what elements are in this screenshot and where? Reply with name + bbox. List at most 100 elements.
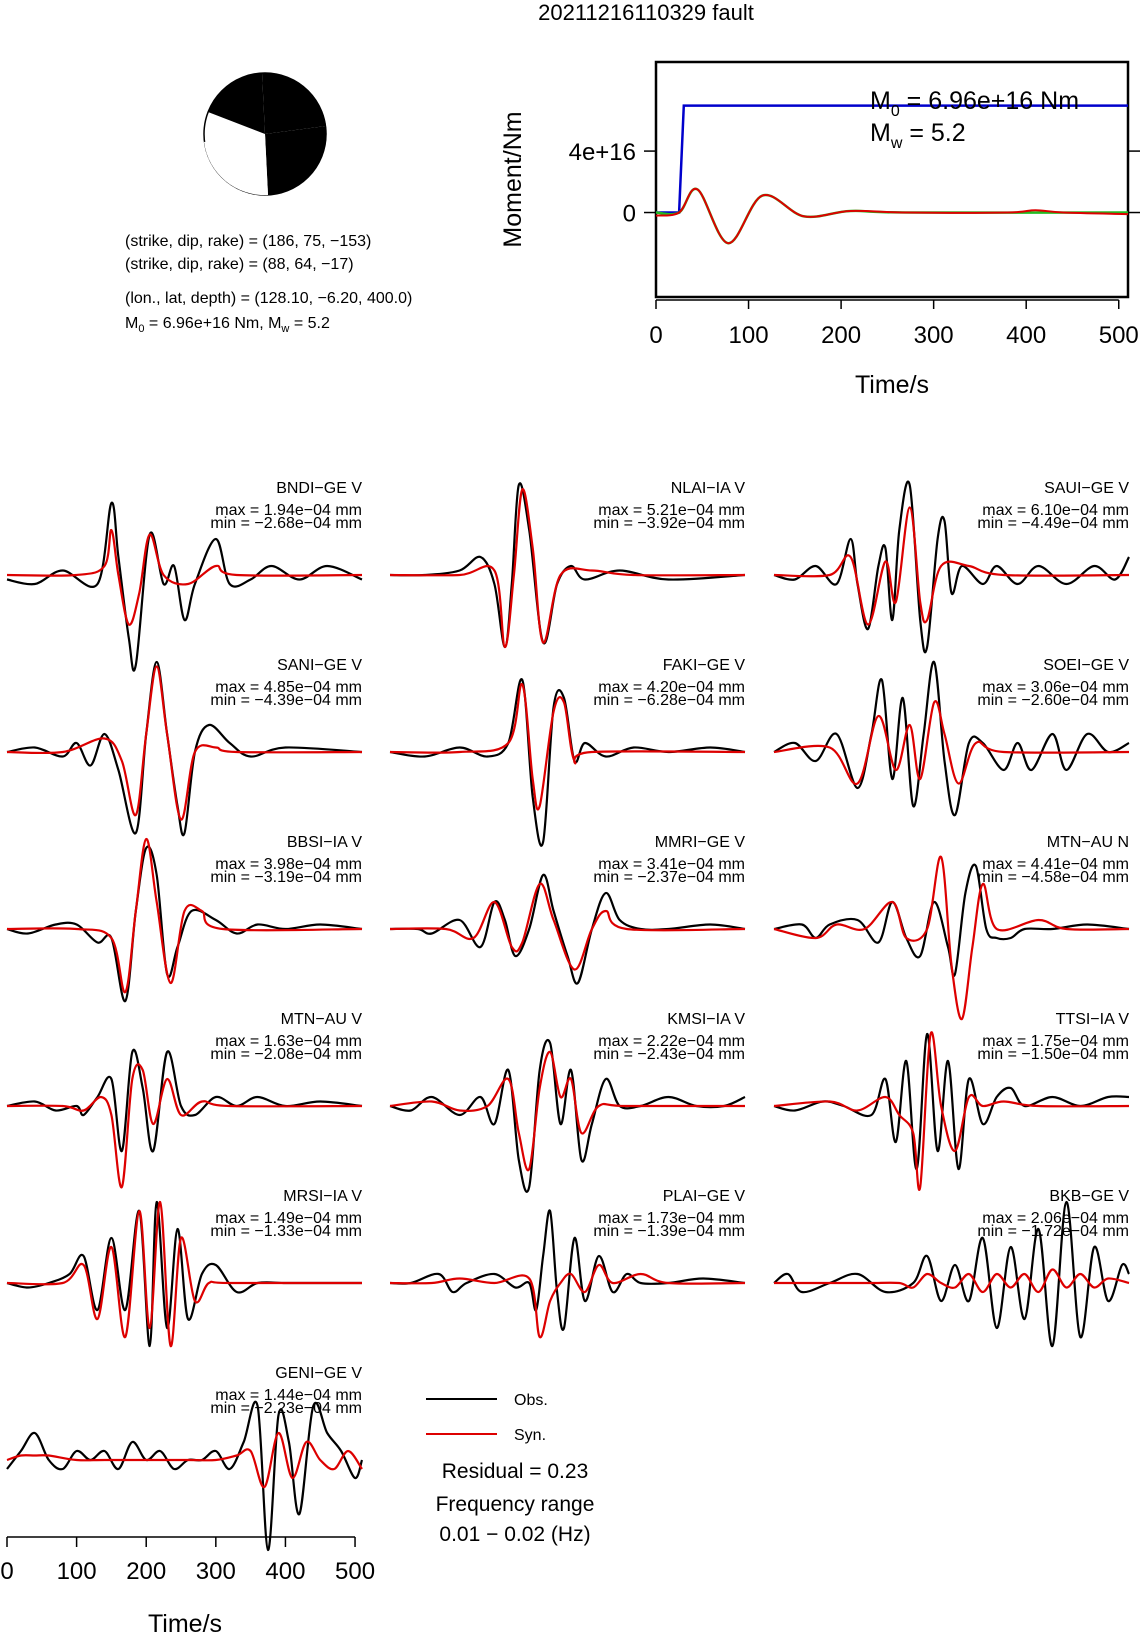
trace-max-label: max = 2.06e−04 mm — [982, 1210, 1129, 1227]
obs-trace — [773, 480, 1130, 654]
obs-trace — [389, 678, 746, 847]
trace-min-label: min = −1.50e−04 mm — [977, 1046, 1129, 1063]
trace-min-label: min = −6.28e−04 mm — [593, 692, 745, 709]
trace-min-label: min = −2.23e−04 mm — [210, 1400, 362, 1417]
trace-max-label: max = 2.22e−04 mm — [598, 1033, 745, 1050]
time-axis-tick-label: 100 — [57, 1558, 97, 1585]
time-axis-tick-label: 300 — [196, 1558, 236, 1585]
residual-text: Residual = 0.23 — [442, 1460, 589, 1483]
obs-trace — [773, 1200, 1130, 1348]
obs-trace — [773, 863, 1130, 978]
syn-trace — [389, 1050, 745, 1172]
trace-min-label: min = −1.72e−04 mm — [977, 1223, 1129, 1240]
obs-trace — [6, 1400, 364, 1552]
trace-max-label: max = 1.75e−04 mm — [982, 1033, 1129, 1050]
trace-max-label: max = 1.49e−04 mm — [215, 1210, 362, 1227]
trace-max-label: max = 4.41e−04 mm — [982, 856, 1129, 873]
trace-max-label: max = 3.98e−04 mm — [215, 856, 362, 873]
syn-trace — [6, 1200, 362, 1348]
beachball-icon — [203, 72, 327, 196]
trace-min-label: min = −2.37e−04 mm — [593, 869, 745, 886]
syn-trace — [6, 1431, 363, 1489]
trace-min-label: min = −4.39e−04 mm — [210, 692, 362, 709]
time-axis-tick-label: 400 — [265, 1558, 305, 1585]
moment-x-tick-label: 100 — [729, 322, 769, 349]
trace-min-label: min = −2.08e−04 mm — [210, 1046, 362, 1063]
station-label: PLAI−GE V — [663, 1188, 746, 1205]
trace-max-label: max = 1.63e−04 mm — [215, 1033, 362, 1050]
trace-max-label: max = 4.85e−04 mm — [215, 679, 362, 696]
legend: Obs. Syn. Residual = 0.23 Frequency rang… — [426, 1392, 594, 1546]
syn-trace — [6, 1063, 363, 1189]
moment-y-label: Moment/Nm — [499, 111, 527, 247]
syn-trace — [389, 1263, 746, 1339]
station-label: FAKI−GE V — [663, 657, 746, 674]
moment-panel: 0 100 200 300 400 500 Time/s 0 4e+16 Moment/Nm — [499, 60, 1140, 399]
station-label: MTN−AU V — [281, 1011, 363, 1028]
legend-syn-label: Syn. — [514, 1427, 546, 1444]
source-location: (lon., lat, depth) = (128.10, −6.20, 400… — [125, 290, 412, 307]
obs-trace — [773, 660, 1130, 817]
moment-x-tick-label: 400 — [1006, 322, 1046, 349]
station-label: BBSI−IA V — [287, 834, 362, 851]
obs-trace — [389, 873, 746, 985]
focal-plane-2: (strike, dip, rake) = (88, 64, −17) — [125, 256, 354, 273]
station-label: TTSI−IA V — [1056, 1011, 1130, 1028]
moment-x-tick-label: 200 — [821, 322, 861, 349]
moment-x-tick-label: 500 — [1099, 322, 1139, 349]
legend-obs-label: Obs. — [514, 1392, 548, 1409]
obs-trace — [389, 482, 746, 649]
moment-rate-green-line — [655, 187, 1129, 245]
syn-trace — [774, 1268, 1130, 1294]
station-label: GENI−GE V — [275, 1365, 362, 1382]
focal-plane-1: (strike, dip, rake) = (186, 75, −153) — [125, 233, 371, 250]
obs-trace — [6, 1048, 363, 1153]
time-axis-tick-label: 200 — [126, 1558, 166, 1585]
freq-range-value: 0.01 − 0.02 (Hz) — [439, 1523, 590, 1546]
syn-trace — [389, 683, 746, 811]
trace-min-label: min = −1.33e−04 mm — [210, 1223, 362, 1240]
station-label: NLAI−IA V — [671, 480, 746, 497]
station-label: MMRI−GE V — [655, 834, 746, 851]
moment-mw: Mw = 5.2 — [870, 119, 966, 152]
moment-x-tick-label: 300 — [914, 322, 954, 349]
obs-trace — [6, 660, 363, 837]
moment-m0: M0 = 6.96e+16 Nm — [870, 87, 1079, 120]
syn-trace — [6, 528, 363, 626]
trace-min-label: min = −2.60e−04 mm — [977, 692, 1129, 709]
moment-y-tick-label: 4e+16 — [569, 139, 636, 166]
station-label: BNDI−GE V — [276, 480, 362, 497]
station-label: MRSI−IA V — [283, 1188, 362, 1205]
time-axis-tick-label: 500 — [335, 1558, 375, 1585]
trace-max-label: max = 1.94e−04 mm — [215, 502, 362, 519]
trace-min-label: min = −4.49e−04 mm — [977, 515, 1129, 532]
trace-max-label: max = 6.10e−04 mm — [982, 502, 1129, 519]
time-axis-tick-label: 0 — [0, 1558, 13, 1585]
station-label: SOEI−GE V — [1043, 657, 1129, 674]
freq-range-label: Frequency range — [436, 1493, 595, 1516]
moment-x-label: Time/s — [855, 371, 929, 399]
syn-trace — [389, 488, 746, 649]
station-label: KMSI−IA V — [667, 1011, 745, 1028]
station-label: MTN−AU N — [1047, 834, 1129, 851]
figure-title: 20211216110329 fault — [538, 0, 754, 25]
trace-min-label: min = −3.19e−04 mm — [210, 869, 362, 886]
station-label: SAUI−GE V — [1044, 480, 1129, 497]
trace-max-label: max = 5.21e−04 mm — [598, 502, 745, 519]
trace-min-label: min = −2.68e−04 mm — [210, 515, 362, 532]
syn-trace — [389, 882, 746, 971]
syn-trace — [773, 855, 1130, 1021]
station-label: BKB−GE V — [1049, 1188, 1129, 1205]
